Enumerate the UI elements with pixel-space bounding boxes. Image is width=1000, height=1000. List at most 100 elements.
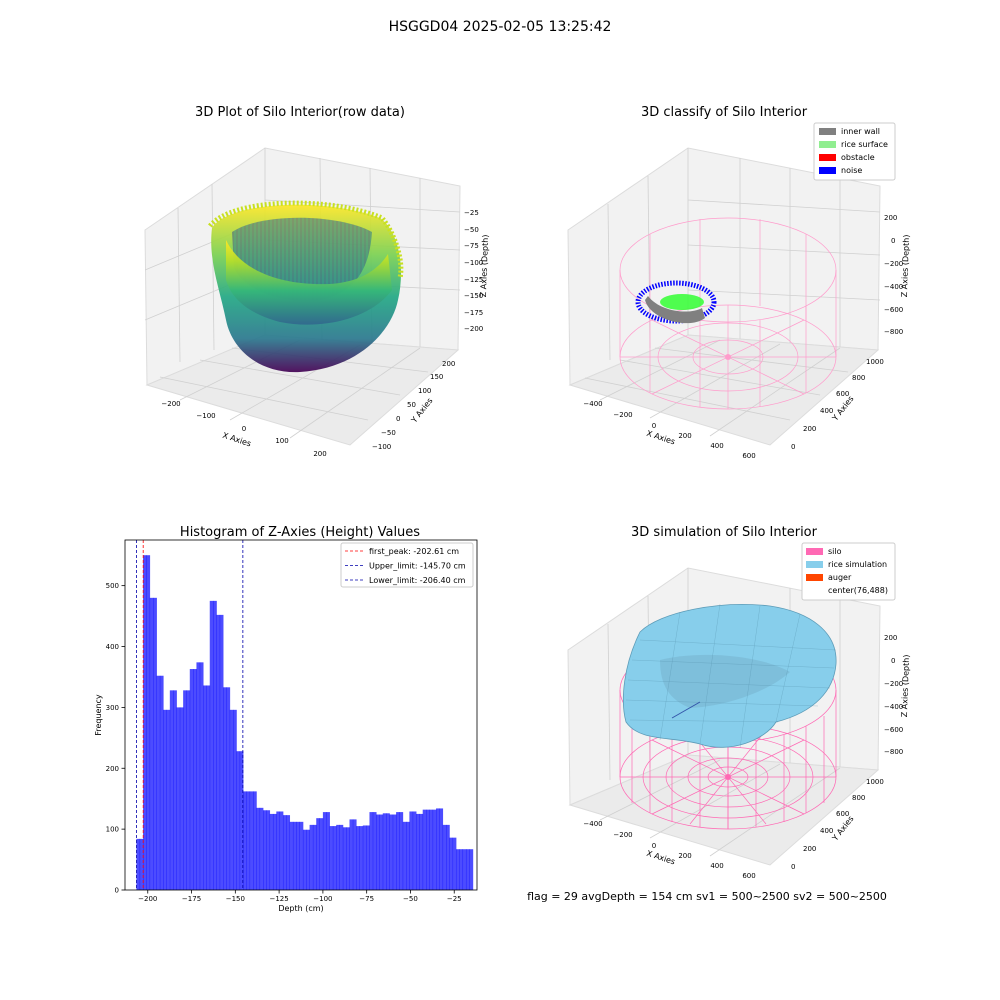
panel-classify-3d: 3D classify of Silo Interior	[567, 105, 911, 460]
histogram-bar	[199, 662, 204, 890]
histogram-bar	[342, 827, 347, 890]
histogram-bar	[439, 808, 444, 890]
histogram-bar	[396, 812, 400, 890]
histogram-bar	[362, 825, 367, 890]
legend-label: auger	[828, 573, 852, 582]
raw-ytick: 0	[396, 415, 400, 423]
sim-ztick: 200	[884, 634, 897, 642]
classify-ytick: 200	[803, 425, 816, 433]
sim-legend-box	[801, 542, 896, 601]
histogram-bar	[329, 826, 334, 890]
histogram-bar	[213, 600, 217, 890]
histogram-bar	[332, 826, 337, 890]
figure-suptitle: HSGGD04 2025-02-05 13:25:42	[389, 19, 612, 35]
histogram-bar	[469, 849, 474, 890]
legend-label: rice simulation	[828, 560, 887, 569]
classify-silo-center	[725, 354, 731, 360]
histogram-legend: first_peak: -202.61 cm Upper_limit: -145.…	[340, 542, 474, 588]
histogram-x-tick-label: −200	[138, 895, 157, 903]
sim-z-ticks: 200 0 −200 −400 −600 −800	[884, 634, 903, 756]
histogram-bar	[349, 819, 354, 890]
raw-ztick: −175	[464, 309, 483, 317]
classify-x-ticks: −400 −200 0 200 400 600	[583, 400, 755, 460]
raw-ztick: −50	[464, 226, 479, 234]
panel-simulation-title: 3D simulation of Silo Interior	[631, 525, 818, 540]
sim-ztick: −400	[884, 703, 903, 711]
raw-z-label: Z Axies (Depth)	[479, 234, 490, 297]
sim-silo-center	[725, 774, 731, 780]
sim-ztick: −800	[884, 748, 903, 756]
sim-ytick: 0	[791, 863, 795, 871]
histogram-x-tick-label: −150	[226, 895, 245, 903]
classify-grid-lines	[584, 148, 881, 437]
classify-inner-wall	[645, 296, 705, 324]
classify-xtick: 0	[652, 422, 656, 430]
histogram-bar	[379, 814, 384, 890]
histogram-bar	[356, 826, 360, 890]
raw-pane-floor	[145, 334, 460, 446]
histogram-bar	[159, 675, 164, 890]
histogram-bar	[389, 814, 394, 890]
legend-label: inner wall	[841, 127, 880, 136]
legend-swatch-rice-simulation	[806, 561, 823, 568]
histogram-bars	[136, 555, 474, 890]
histogram-y-ticks: 0 100 200 300 400 500	[106, 582, 125, 895]
histogram-bar	[249, 791, 254, 890]
histogram-bar	[426, 809, 430, 890]
histogram-bar	[409, 811, 414, 890]
raw-ytick: −50	[381, 429, 396, 437]
classify-ztick: −800	[884, 328, 903, 336]
sim-xtick: 200	[678, 852, 691, 860]
histogram-bar	[459, 849, 464, 890]
histogram-y-tick-label: 300	[106, 704, 119, 712]
histogram-bar	[269, 813, 274, 890]
histogram-bar	[256, 807, 261, 890]
histogram-bar	[392, 814, 397, 890]
histogram-bar	[449, 837, 454, 890]
histogram-bar	[312, 824, 317, 890]
histogram-bar	[209, 600, 214, 890]
histogram-bar	[292, 821, 297, 890]
legend-swatch-inner-wall	[819, 128, 836, 135]
histogram-bar	[189, 669, 194, 890]
histogram-bar	[455, 849, 460, 890]
histogram-bar	[253, 791, 257, 890]
sim-xtick: −400	[583, 820, 602, 828]
raw-ztick: −100	[464, 259, 483, 267]
histogram-bar	[282, 815, 287, 890]
classify-xtick: 600	[742, 452, 755, 460]
sim-xtick: −200	[613, 831, 632, 839]
histogram-x-tick-label: −125	[269, 895, 288, 903]
histogram-y-tick-label: 100	[106, 826, 119, 834]
histogram-bar	[402, 821, 407, 890]
histogram-bar	[156, 675, 161, 890]
classify-xtick: 200	[678, 432, 691, 440]
histogram-bar	[406, 821, 410, 890]
sim-z-label: Z Axies (Depth)	[900, 654, 911, 717]
status-footer: flag = 29 avgDepth = 154 cm sv1 = 500~25…	[527, 890, 887, 903]
histogram-bar	[429, 809, 434, 890]
legend-label: silo	[828, 547, 842, 556]
histogram-legend-label: Upper_limit: -145.70 cm	[369, 562, 466, 571]
legend-swatch-silo	[806, 548, 823, 555]
legend-label: rice surface	[841, 140, 888, 149]
histogram-x-tick-label: −50	[403, 895, 418, 903]
raw-ytick: 100	[418, 387, 431, 395]
histogram-bar	[386, 813, 390, 890]
histogram-bar	[183, 690, 187, 890]
classify-ztick: −400	[884, 283, 903, 291]
histogram-reference-lines	[136, 540, 244, 890]
histogram-bar	[366, 825, 370, 890]
raw-ztick: −200	[464, 325, 483, 333]
panel-histogram: Histogram of Z-Axies (Height) Values −20…	[94, 525, 478, 913]
histogram-bar	[236, 751, 241, 890]
histogram-bar	[143, 555, 147, 890]
histogram-bar	[289, 821, 294, 890]
sim-ytick: 400	[820, 827, 833, 835]
raw-x-ticks: −200 −100 0 100 200	[161, 400, 326, 458]
legend-label: obstacle	[841, 153, 875, 162]
histogram-bar	[196, 662, 201, 890]
raw-ytick: 150	[430, 373, 443, 381]
histogram-bar	[219, 614, 224, 890]
histogram-bar	[322, 812, 327, 890]
